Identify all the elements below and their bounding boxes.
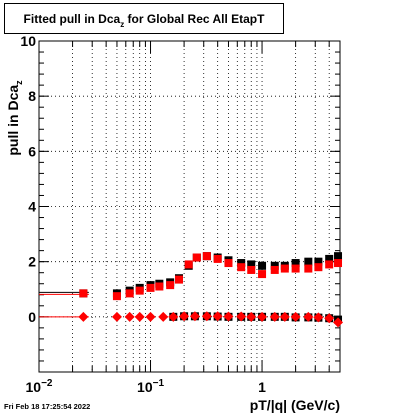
data-point-diamond: [333, 317, 344, 328]
data-point-square: [258, 270, 267, 279]
data-point-diamond: [324, 313, 335, 324]
data-point-diamond: [168, 311, 179, 322]
data-point-square: [334, 259, 343, 268]
data-point-square: [291, 259, 300, 268]
data-point-square: [304, 264, 313, 273]
x-axis-label: pT/|q| (GeV/c): [250, 397, 340, 413]
data-point-square: [166, 281, 175, 290]
data-point-square: [184, 260, 193, 269]
chart-title-box: Fitted pull in Dcaz for Global Rec All E…: [4, 3, 284, 34]
chart-title-main: Fitted pull in Dca: [23, 12, 121, 26]
data-point-diamond: [223, 311, 234, 322]
data-point-square: [247, 260, 256, 269]
data-point-square: [135, 286, 144, 295]
data-point-square: [291, 264, 300, 273]
data-point-diamond: [145, 311, 156, 322]
data-point-square: [237, 263, 246, 272]
data-point-square: [202, 252, 211, 261]
grid-lines: [38, 41, 341, 372]
data-point-diamond: [78, 311, 89, 322]
data-point-square: [280, 264, 289, 273]
data-point-diamond: [189, 311, 200, 322]
chart-title-rest: for Global Rec All EtapT: [124, 12, 265, 26]
y-tick-label: 6: [28, 143, 36, 159]
axis-ticks: [38, 40, 341, 373]
data-point-square: [325, 260, 334, 269]
data-point-diamond: [124, 311, 135, 322]
data-point-diamond: [257, 311, 268, 322]
data-point-square: [224, 259, 233, 268]
data-point-square: [334, 252, 343, 261]
y-axis-label: pull in Dcaz: [5, 80, 24, 156]
data-point-square: [125, 289, 134, 298]
chart-title-subscript: z: [120, 20, 125, 29]
data-point-diamond: [290, 311, 301, 322]
data-point-diamond: [303, 311, 314, 322]
data-point-diamond: [179, 311, 190, 322]
x-tick-label: 1: [258, 379, 266, 395]
data-point-square: [258, 261, 267, 270]
timestamp: Fri Feb 18 17:25:54 2022: [4, 402, 91, 411]
y-tick-label: 8: [28, 88, 36, 104]
data-point-diamond: [201, 311, 212, 322]
plot-frame: [38, 40, 341, 373]
x-tick-label: 10−2: [26, 378, 53, 395]
data-point-square: [270, 265, 279, 274]
data-point-diamond: [246, 311, 257, 322]
y-tick-label: 2: [28, 254, 36, 270]
data-point-square: [112, 292, 121, 301]
data-point-square: [174, 275, 183, 284]
data-point-diamond: [111, 311, 122, 322]
data-point-diamond: [158, 311, 169, 322]
y-tick-label: 0: [28, 309, 36, 325]
data-point-square: [304, 257, 313, 266]
chart-title: Fitted pull in Dcaz for Global Rec All E…: [5, 12, 283, 29]
data-point-diamond: [279, 311, 290, 322]
data-point-square: [314, 263, 323, 272]
x-tick-label: 10−1: [137, 378, 164, 395]
data-point-square: [270, 261, 279, 270]
data-point-square: [247, 265, 256, 274]
data-point-square: [192, 253, 201, 262]
data-point-diamond: [212, 311, 223, 322]
data-point-square: [146, 283, 155, 292]
data-point-square: [213, 254, 222, 263]
data-marks: [39, 252, 344, 328]
data-point-square: [314, 257, 323, 266]
data-point-square: [237, 259, 246, 268]
data-point-diamond: [269, 311, 280, 322]
data-point-square: [155, 282, 164, 291]
data-point-square: [79, 289, 88, 298]
data-point-diamond: [236, 311, 247, 322]
y-tick-label: 4: [28, 199, 36, 215]
data-point-diamond: [313, 312, 324, 323]
tick-labels: 0 2 4 6 8 10 10−2 10−1 1: [20, 33, 266, 395]
data-point-diamond: [134, 311, 145, 322]
y-tick-label: 10: [20, 33, 36, 49]
data-point-square: [325, 254, 334, 263]
